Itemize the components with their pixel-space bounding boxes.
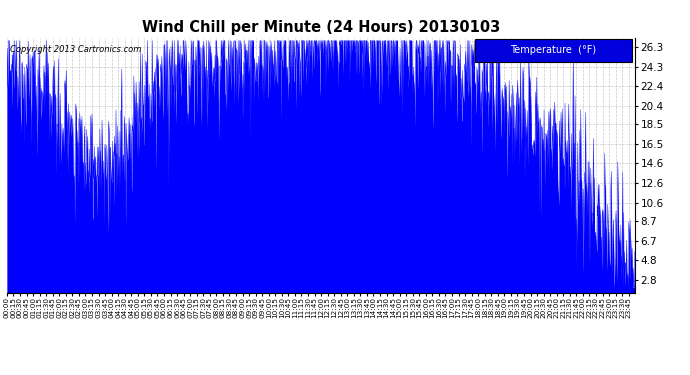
- Text: Temperature  (°F): Temperature (°F): [510, 45, 596, 55]
- FancyBboxPatch shape: [475, 39, 631, 62]
- Text: Copyright 2013 Cartronics.com: Copyright 2013 Cartronics.com: [10, 45, 141, 54]
- Title: Wind Chill per Minute (24 Hours) 20130103: Wind Chill per Minute (24 Hours) 2013010…: [141, 20, 500, 35]
